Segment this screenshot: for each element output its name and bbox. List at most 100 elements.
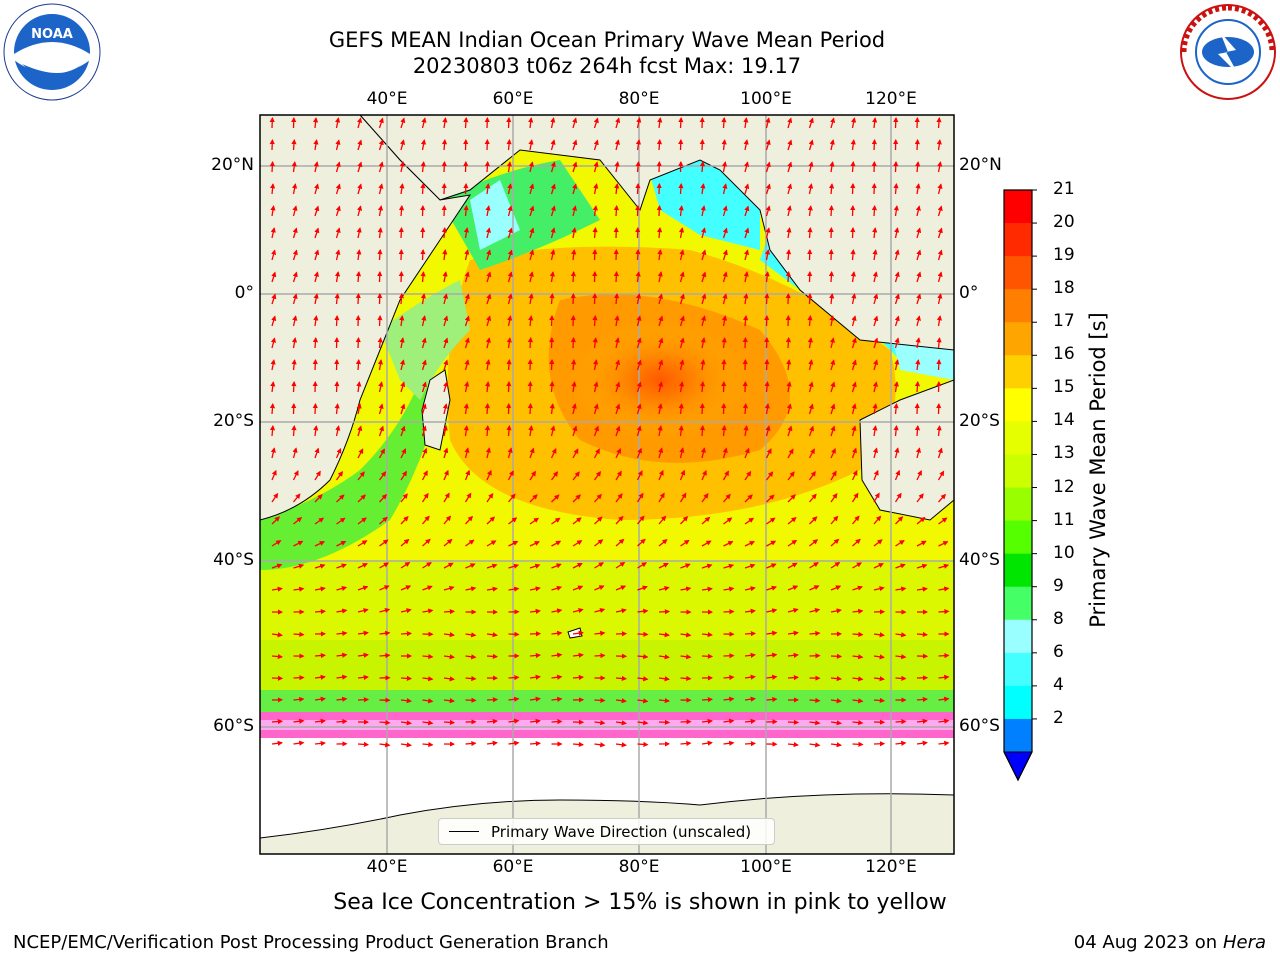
wave-direction-arrow [379,742,391,748]
wave-direction-arrow [293,718,305,724]
wave-direction-arrow [334,403,340,415]
wave-direction-arrow [355,292,361,305]
colorbar-tick-label: 15 [1053,377,1075,398]
wave-direction-arrow [291,337,298,349]
wave-direction-arrow [335,447,342,459]
wave-direction-arrow [937,161,943,173]
wave-direction-arrow [636,315,642,327]
wave-direction-arrow [357,630,369,636]
wave-direction-arrow [508,696,520,702]
wave-direction-arrow [463,182,469,195]
wave-direction-arrow [398,226,404,239]
wave-direction-arrow [765,471,774,481]
wave-direction-arrow [314,696,326,702]
wave-direction-arrow [678,116,684,129]
wave-direction-arrow [292,183,298,195]
wave-direction-arrow [592,314,598,327]
wave-direction-arrow [336,718,348,725]
wave-direction-arrow [400,562,411,569]
wave-direction-arrow [613,270,619,283]
wave-direction-arrow [357,117,363,129]
wave-direction-arrow [851,447,857,459]
wave-direction-arrow [335,183,341,195]
wave-direction-arrow [572,630,584,636]
wave-direction-arrow [786,205,792,217]
wave-direction-arrow [937,447,943,459]
colorbar-frame [1003,189,1033,782]
wave-direction-arrow [313,315,319,327]
wave-direction-arrow [658,697,671,704]
wave-direction-arrow [551,608,563,614]
wave-direction-arrow [635,293,642,305]
lat-label-left: 20°S [213,411,254,431]
wave-direction-arrow [571,381,577,393]
wave-direction-arrow [743,271,749,283]
wave-direction-arrow [422,515,430,525]
wave-direction-arrow [744,183,750,195]
wave-direction-arrow [701,696,714,703]
wave-direction-arrow [314,249,320,261]
wave-direction-arrow [312,402,318,415]
wave-direction-arrow [937,470,945,481]
wave-direction-arrow [379,585,390,591]
wave-direction-arrow [377,248,383,261]
wave-direction-arrow [765,227,771,239]
colorbar-segment [1004,619,1032,654]
wave-direction-arrow [378,448,385,459]
wave-direction-arrow [271,563,283,569]
wave-direction-arrow [723,740,735,746]
lat-label-left: 40°S [213,550,254,570]
wave-direction-arrow [421,470,428,481]
wave-direction-arrow [893,205,899,217]
wave-direction-arrow [593,425,599,437]
wave-direction-arrow [549,403,555,415]
wave-direction-arrow [744,517,755,525]
wave-direction-arrow [420,271,426,283]
wave-direction-arrow [292,271,298,283]
wave-direction-arrow [743,425,749,437]
wave-direction-arrow [336,540,347,547]
wave-direction-arrow [550,471,559,481]
wave-direction-arrow [271,632,283,638]
wave-direction-arrow [636,359,642,371]
map-field [260,115,954,854]
wave-direction-arrow [830,515,839,525]
wave-direction-arrow [442,249,448,261]
wave-direction-arrow [421,359,427,371]
wave-direction-arrow [357,563,368,569]
wave-direction-arrow [400,448,407,459]
wave-direction-arrow [292,205,298,217]
wave-direction-arrow [465,515,474,525]
wave-direction-arrow [357,517,367,525]
wave-direction-arrow [486,653,499,660]
colorbar-tick-label: 6 [1053,641,1064,662]
wave-direction-arrow [701,631,713,638]
wave-direction-arrow [916,563,928,569]
wave-direction-arrow [787,741,799,748]
wave-direction-arrow [335,205,341,217]
wave-direction-arrow [744,205,750,217]
wave-direction-arrow [379,630,391,636]
wave-direction-arrow [766,585,777,591]
wave-direction-arrow [484,160,491,173]
wave-direction-arrow [313,271,319,283]
wave-direction-arrow [764,358,770,371]
wave-direction-arrow [292,249,298,261]
wave-direction-arrow [830,117,836,129]
wave-direction-arrow [656,138,663,151]
wave-direction-arrow [334,314,340,327]
wave-direction-arrow [852,719,864,726]
wave-direction-arrow [529,249,535,261]
wave-direction-arrow [550,161,556,173]
wave-direction-arrow [873,515,882,525]
wave-direction-arrow [916,696,929,703]
wave-direction-arrow [936,116,942,129]
wave-direction-arrow [312,358,318,371]
wave-direction-arrow [507,249,513,261]
wave-direction-arrow [422,698,434,704]
wave-direction-arrow [336,696,348,702]
sea-ice-note: Sea Ice Concentration > 15% is shown in … [333,890,947,915]
wave-direction-arrow [851,492,859,503]
wave-direction-arrow [551,563,562,569]
wave-direction-arrow [486,516,496,525]
